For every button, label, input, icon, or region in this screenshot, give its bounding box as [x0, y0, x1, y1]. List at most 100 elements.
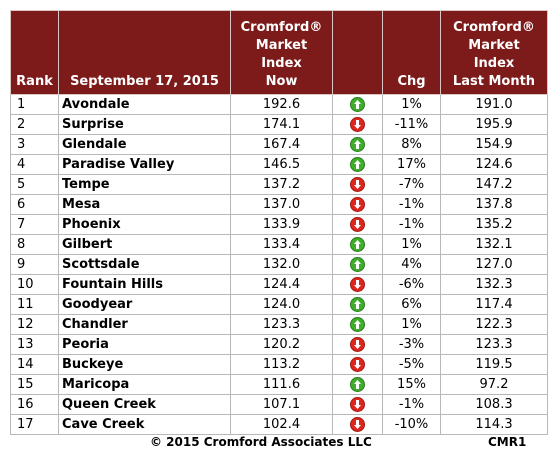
header-row: Rank September 17, 2015 Cromford® Market I… — [10, 10, 548, 95]
index-last-month: 191.0 — [440, 94, 548, 115]
rank: 9 — [10, 254, 59, 275]
column-header: Cromford® Market Index Last Month — [440, 10, 548, 95]
trend-cell — [332, 394, 383, 415]
table-row: 17 Cave Creek 102.4 -10% 114.3 — [10, 414, 548, 435]
market-index-table: Rank September 17, 2015 Cromford® Market I… — [10, 10, 548, 435]
area-name: Tempe — [58, 174, 231, 195]
index-now: 120.2 — [230, 334, 333, 355]
table-row: 12 Chandler 123.3 1% 122.3 — [10, 314, 548, 335]
table-row: 10 Fountain Hills 124.4 -6% 132.3 — [10, 274, 548, 295]
area-name: Phoenix — [58, 214, 231, 235]
change: -5% — [382, 354, 441, 375]
index-now: 192.6 — [230, 94, 333, 115]
index-now: 174.1 — [230, 114, 333, 135]
area-name: Avondale — [58, 94, 231, 115]
index-now: 102.4 — [230, 414, 333, 435]
area-name: Mesa — [58, 194, 231, 215]
area-name: Peoria — [58, 334, 231, 355]
table-row: 8 Gilbert 133.4 1% 132.1 — [10, 234, 548, 255]
trend-cell — [332, 314, 383, 335]
rank: 13 — [10, 334, 59, 355]
up-arrow-icon — [350, 237, 365, 252]
rank: 16 — [10, 394, 59, 415]
down-arrow-icon — [350, 197, 365, 212]
rank: 7 — [10, 214, 59, 235]
trend-cell — [332, 414, 383, 435]
area-name: Paradise Valley — [58, 154, 231, 175]
trend-cell — [332, 374, 383, 395]
change: 8% — [382, 134, 441, 155]
trend-cell — [332, 354, 383, 375]
rank: 14 — [10, 354, 59, 375]
change: -3% — [382, 334, 441, 355]
trend-cell — [332, 334, 383, 355]
down-arrow-icon — [350, 337, 365, 352]
change: 6% — [382, 294, 441, 315]
change: 4% — [382, 254, 441, 275]
trend-cell — [332, 214, 383, 235]
table-body: 1 Avondale 192.6 1% 191.0 2 Surprise 174.1 -11% 1… — [10, 94, 548, 435]
column-header: Cromford® Market Index Now — [230, 10, 333, 95]
trend-cell — [332, 254, 383, 275]
copyright: © 2015 Cromford Associates LLC — [150, 435, 372, 449]
index-last-month: 114.3 — [440, 414, 548, 435]
area-name: Surprise — [58, 114, 231, 135]
rank: 10 — [10, 274, 59, 295]
index-now: 113.2 — [230, 354, 333, 375]
table-row: 3 Glendale 167.4 8% 154.9 — [10, 134, 548, 155]
up-arrow-icon — [350, 317, 365, 332]
area-name: Glendale — [58, 134, 231, 155]
table-row: 11 Goodyear 124.0 6% 117.4 — [10, 294, 548, 315]
change: -6% — [382, 274, 441, 295]
index-now: 137.2 — [230, 174, 333, 195]
up-arrow-icon — [350, 157, 365, 172]
rank: 4 — [10, 154, 59, 175]
index-last-month: 132.1 — [440, 234, 548, 255]
table-row: 14 Buckeye 113.2 -5% 119.5 — [10, 354, 548, 375]
index-now: 111.6 — [230, 374, 333, 395]
index-now: 132.0 — [230, 254, 333, 275]
index-now: 123.3 — [230, 314, 333, 335]
arrow-header — [332, 10, 383, 95]
area-name: Chandler — [58, 314, 231, 335]
trend-cell — [332, 274, 383, 295]
report-code: CMR1 — [488, 435, 527, 449]
index-last-month: 124.6 — [440, 154, 548, 175]
change: 1% — [382, 314, 441, 335]
rank: 15 — [10, 374, 59, 395]
table-row: 6 Mesa 137.0 -1% 137.8 — [10, 194, 548, 215]
index-now: 137.0 — [230, 194, 333, 215]
index-now: 124.4 — [230, 274, 333, 295]
area-name: Gilbert — [58, 234, 231, 255]
change: 1% — [382, 94, 441, 115]
index-last-month: 195.9 — [440, 114, 548, 135]
table-row: 15 Maricopa 111.6 15% 97.2 — [10, 374, 548, 395]
change: -10% — [382, 414, 441, 435]
table-row: 1 Avondale 192.6 1% 191.0 — [10, 94, 548, 115]
up-arrow-icon — [350, 137, 365, 152]
down-arrow-icon — [350, 277, 365, 292]
down-arrow-icon — [350, 117, 365, 132]
index-last-month: 117.4 — [440, 294, 548, 315]
trend-cell — [332, 234, 383, 255]
index-last-month: 137.8 — [440, 194, 548, 215]
change: -1% — [382, 194, 441, 215]
table-row: 4 Paradise Valley 146.5 17% 124.6 — [10, 154, 548, 175]
trend-cell — [332, 174, 383, 195]
area-name: Cave Creek — [58, 414, 231, 435]
index-last-month: 108.3 — [440, 394, 548, 415]
index-now: 167.4 — [230, 134, 333, 155]
trend-cell — [332, 154, 383, 175]
up-arrow-icon — [350, 297, 365, 312]
column-header: Rank — [10, 10, 59, 95]
change: 15% — [382, 374, 441, 395]
rank: 8 — [10, 234, 59, 255]
change: 1% — [382, 234, 441, 255]
change: 17% — [382, 154, 441, 175]
rank: 2 — [10, 114, 59, 135]
index-now: 124.0 — [230, 294, 333, 315]
index-last-month: 127.0 — [440, 254, 548, 275]
trend-cell — [332, 134, 383, 155]
rank: 11 — [10, 294, 59, 315]
